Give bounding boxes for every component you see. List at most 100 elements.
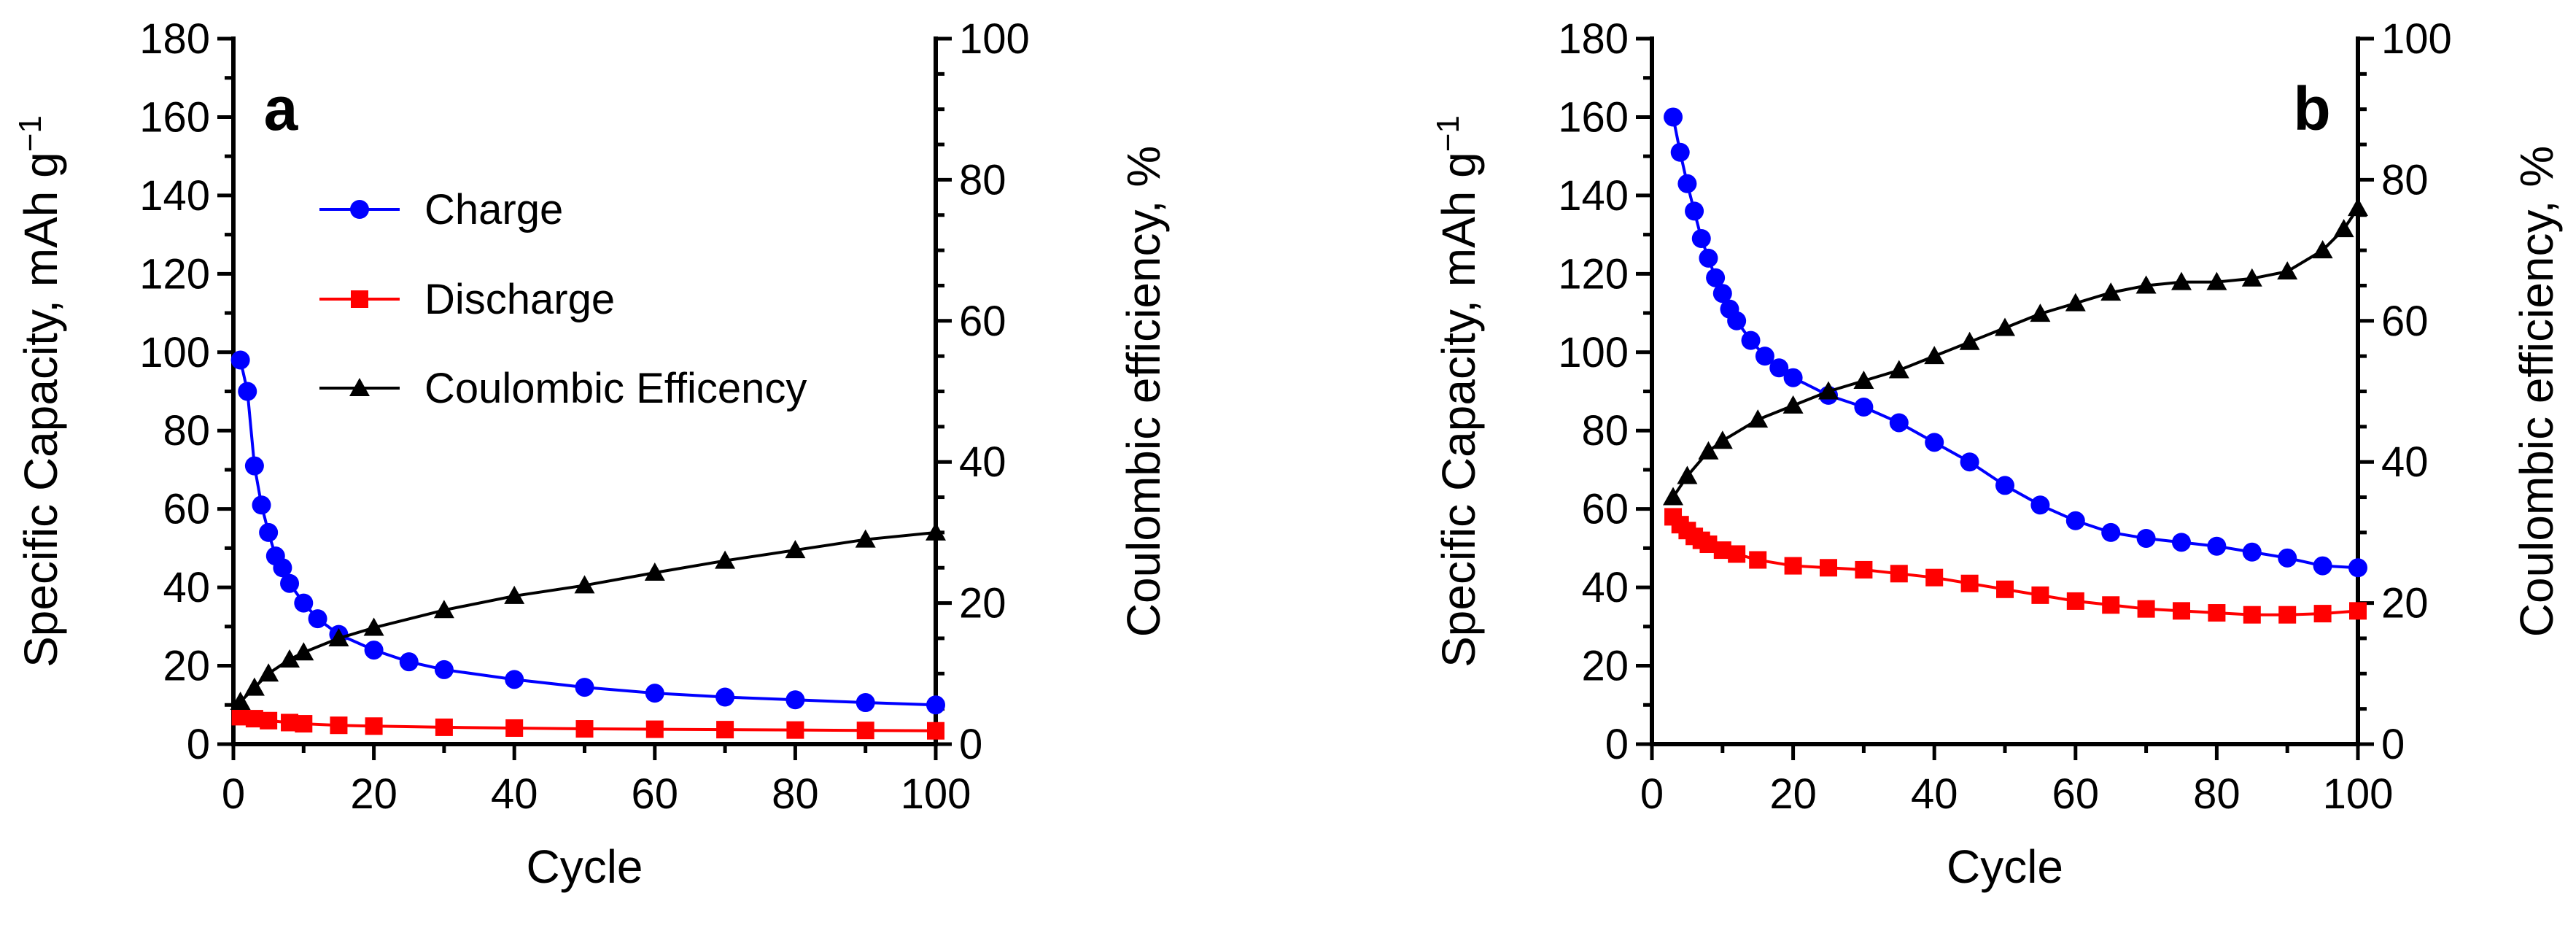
data-point: [434, 660, 454, 679]
y2-tick-label: 20: [959, 580, 1006, 627]
data-point: [1924, 346, 1945, 365]
series-coulombic-efficency: [1663, 198, 2368, 506]
y-tick-label: 60: [163, 486, 210, 533]
data-point: [856, 693, 875, 713]
data-point: [2030, 303, 2051, 322]
data-point: [1685, 201, 1704, 221]
y2-tick-label: 40: [2381, 438, 2429, 486]
x-tick-label: 20: [350, 770, 397, 818]
y2-tick-label: 80: [959, 156, 1006, 204]
legend-label: Charge: [424, 186, 563, 233]
data-point: [1782, 395, 1804, 414]
y2-tick-label: 0: [2381, 721, 2405, 768]
y2-tick-label: 0: [959, 721, 982, 768]
data-point: [1677, 174, 1697, 193]
data-point: [1996, 580, 2014, 598]
data-point: [715, 550, 736, 569]
data-point: [1960, 574, 1979, 592]
y-tick-label: 40: [163, 564, 210, 611]
data-point: [2278, 606, 2297, 624]
data-point: [2136, 528, 2156, 548]
x-tick-label: 40: [491, 770, 538, 818]
data-point: [280, 573, 300, 593]
data-point: [1749, 551, 1767, 569]
y-axis-title: Specific Capacity, mAh g−1: [1430, 115, 1485, 668]
data-point: [856, 722, 874, 740]
data-point: [238, 382, 257, 401]
data-point: [786, 721, 804, 739]
data-point: [645, 684, 664, 703]
y-axis-title: Specific Capacity, mAh g−1: [12, 115, 67, 668]
data-point: [230, 350, 250, 370]
y-axis-title-text: Specific Capacity, mAh g: [1432, 152, 1485, 668]
y-tick-label: 160: [139, 93, 210, 141]
legend-swatch-marker: [350, 200, 369, 219]
series-line: [239, 530, 936, 703]
data-point: [1853, 370, 1874, 389]
legend-label: Coulombic Efficency: [424, 365, 807, 412]
data-point: [2171, 271, 2192, 290]
data-point: [308, 609, 327, 629]
data-point: [2172, 533, 2191, 552]
y-tick-label: 80: [1581, 407, 1629, 455]
data-point: [273, 558, 292, 578]
data-point: [435, 718, 453, 736]
data-point: [2066, 592, 2084, 610]
data-point: [927, 722, 944, 740]
data-point: [258, 663, 279, 682]
series-line: [1672, 117, 2359, 570]
data-point: [1769, 358, 1789, 378]
data-point: [433, 600, 454, 619]
data-point: [2102, 596, 2120, 614]
data-point: [1889, 413, 1909, 433]
series-charge: [1664, 107, 2367, 578]
data-point: [1691, 228, 1711, 248]
data-point: [2135, 275, 2157, 294]
y-tick-label: 80: [163, 407, 210, 455]
data-point: [1890, 565, 1908, 583]
data-point: [504, 585, 525, 604]
series-discharge: [1664, 508, 2367, 624]
data-point: [293, 642, 314, 661]
y-tick-label: 160: [1558, 93, 1629, 141]
series-line: [1672, 206, 2359, 498]
y-axis-title-superscript: −1: [1430, 115, 1466, 152]
x-tick-label: 0: [1640, 770, 1664, 818]
x-tick-label: 80: [772, 770, 819, 818]
x-tick-label: 100: [2323, 770, 2394, 818]
data-point: [785, 540, 806, 559]
data-point: [2333, 219, 2354, 238]
data-point: [399, 652, 419, 672]
data-point: [1960, 452, 1979, 472]
data-point: [363, 617, 384, 636]
legend-swatch-marker: [351, 290, 368, 308]
data-point: [365, 717, 383, 735]
data-point: [1664, 107, 1683, 127]
data-point: [1755, 347, 1774, 366]
data-point: [1784, 557, 1802, 575]
data-point: [244, 456, 264, 476]
data-point: [1888, 360, 1909, 379]
legend-label: Discharge: [424, 276, 615, 323]
data-point: [1706, 268, 1726, 287]
data-point: [1818, 381, 1839, 400]
x-tick-label: 60: [632, 770, 679, 818]
data-point: [244, 677, 265, 696]
y2-tick-label: 100: [2381, 15, 2452, 63]
series-discharge: [231, 708, 944, 740]
data-point: [785, 690, 805, 710]
data-point: [1925, 568, 1944, 587]
panel-letter: a: [264, 74, 299, 143]
y-tick-label: 20: [1581, 643, 1629, 690]
y-tick-label: 0: [1605, 721, 1629, 768]
data-point: [855, 529, 876, 548]
y-axis-title-superscript: −1: [12, 115, 48, 152]
data-point: [2313, 605, 2332, 623]
y2-tick-label: 80: [2381, 156, 2429, 204]
y2-axis-title: Coulombic efficiency, %: [1117, 146, 1170, 637]
data-point: [2173, 602, 2190, 620]
data-point: [2348, 198, 2368, 217]
x-tick-label: 80: [2193, 770, 2241, 818]
data-point: [260, 711, 278, 730]
